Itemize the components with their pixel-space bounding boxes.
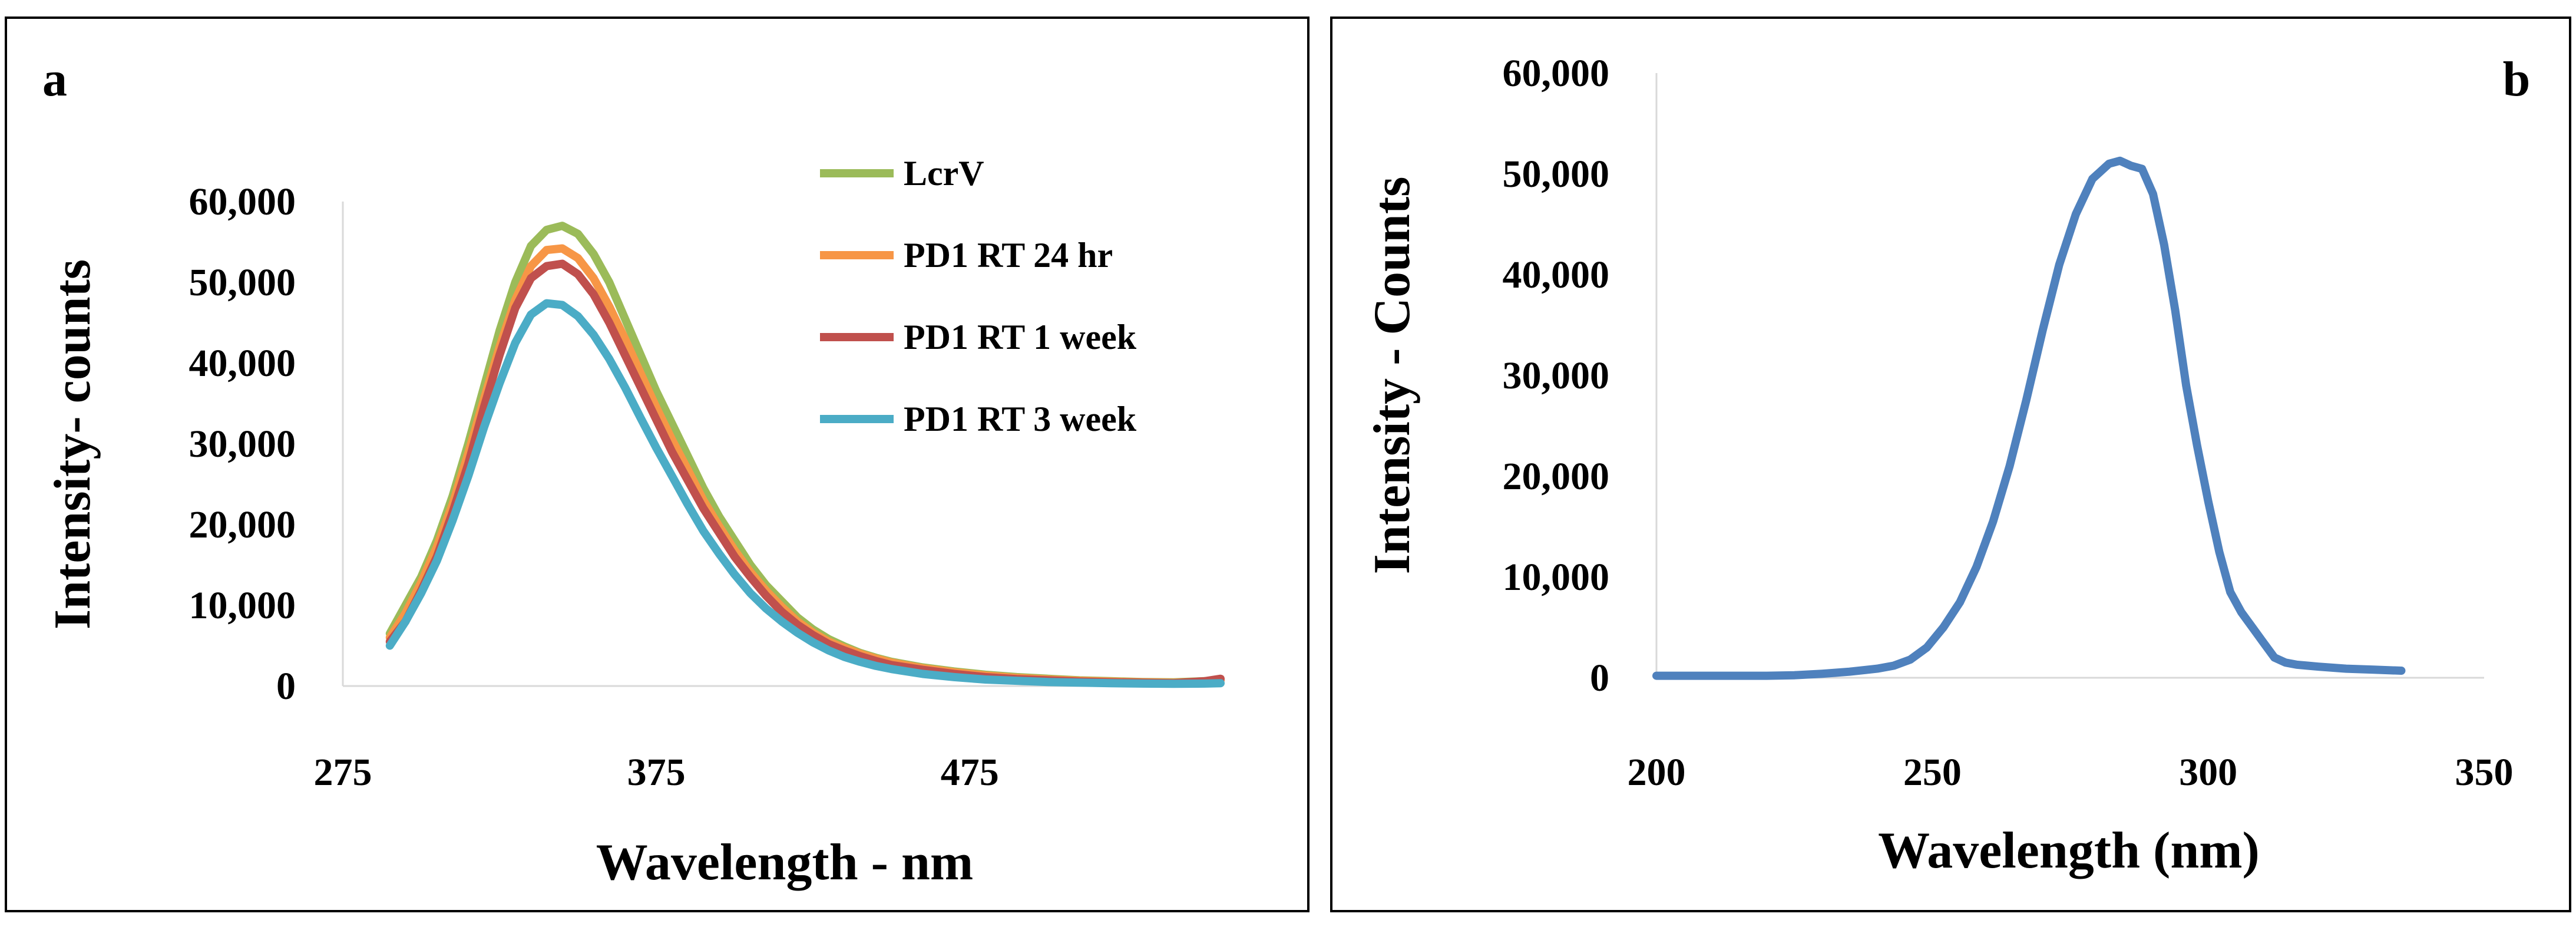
x-tick-label: 475 (941, 751, 999, 794)
y-tick-label: 40,000 (1503, 253, 1610, 296)
chart-panel-b: 0 10,000 20,000 30,000 40,000 50,000 60,000 200… (1330, 17, 2571, 912)
y-tick-label: 20,000 (189, 503, 296, 546)
y-tick-label: 30,000 (1503, 354, 1610, 397)
series-line-3 (385, 299, 1225, 688)
x-tick-label: 200 (1628, 751, 1686, 794)
y-tick-label: 10,000 (1503, 556, 1610, 599)
legend-label: PD1 RT 3 week (904, 400, 1137, 438)
legend-label: LcrV (904, 154, 984, 193)
y-tick-label: 0 (1590, 657, 1609, 700)
panel-label: a (42, 52, 67, 107)
chart-panel-a: 0 10,000 20,000 30,000 40,000 50,000 60,000 275… (5, 17, 1310, 912)
x-tick-label: 350 (2455, 751, 2514, 794)
series-line-0 (1652, 156, 2406, 680)
x-tick-label: 300 (2179, 751, 2237, 794)
y-tick-label: 60,000 (1503, 52, 1610, 95)
y-axis-title: Intensity - Counts (1364, 177, 1421, 575)
x-tick-label: 275 (314, 751, 372, 794)
legend-label: PD1 RT 1 week (904, 318, 1137, 357)
y-tick-label: 50,000 (189, 261, 296, 304)
y-tick-label: 60,000 (189, 180, 296, 223)
x-axis-title: Wavelength (nm) (1878, 822, 2260, 879)
y-axis-title: Intensity- counts (44, 259, 101, 629)
panel-label: b (2503, 52, 2531, 107)
x-tick-label: 375 (627, 751, 686, 794)
y-tick-label: 30,000 (189, 423, 296, 466)
y-tick-label: 20,000 (1503, 455, 1610, 498)
y-tick-label: 50,000 (1503, 153, 1610, 196)
x-axis-title: Wavelength - nm (596, 834, 973, 891)
y-tick-label: 10,000 (189, 584, 296, 627)
legend-label: PD1 RT 24 hr (904, 236, 1113, 275)
chart-b-svg: 0 10,000 20,000 30,000 40,000 50,000 60,000 200… (1364, 52, 2531, 879)
x-tick-label: 250 (1903, 751, 1962, 794)
chart-a-svg: 0 10,000 20,000 30,000 40,000 50,000 60,000 275… (42, 52, 1225, 891)
y-tick-label: 0 (276, 665, 296, 708)
y-tick-label: 40,000 (189, 342, 296, 385)
